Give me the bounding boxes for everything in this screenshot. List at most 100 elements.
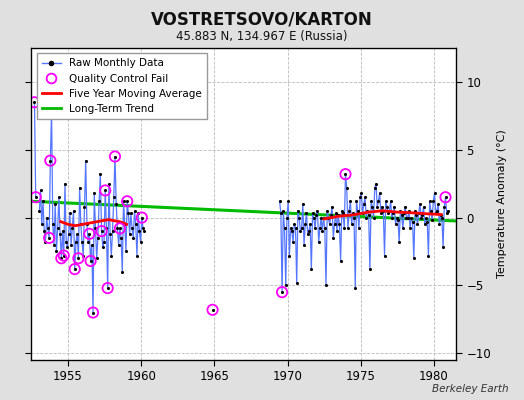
Point [47, 106, 56, 112]
Point [107, 252, 115, 259]
Point [56, 231, 64, 237]
Point [40, 228, 48, 234]
Point [389, 210, 397, 217]
Point [358, 210, 367, 217]
Point [74, 255, 83, 262]
Point [406, 225, 414, 232]
Point [341, 171, 350, 177]
Point [103, 285, 112, 291]
Point [323, 208, 331, 214]
Point [441, 194, 450, 200]
Point [343, 184, 351, 191]
Point [383, 204, 391, 210]
Point [85, 231, 94, 237]
Point [117, 235, 125, 241]
Point [94, 235, 102, 241]
Point [324, 214, 333, 221]
Point [100, 239, 108, 245]
Point [136, 239, 145, 245]
Point [346, 198, 355, 204]
Point [340, 225, 348, 232]
Point [89, 309, 97, 316]
Point [45, 235, 53, 241]
Point [110, 194, 118, 200]
Point [209, 307, 217, 313]
Point [310, 214, 318, 221]
Point [138, 214, 146, 221]
Point [344, 225, 352, 232]
Point [290, 221, 299, 228]
Point [60, 252, 68, 259]
Point [46, 157, 54, 164]
Point [439, 244, 447, 251]
Point [127, 210, 135, 217]
Point [51, 201, 59, 207]
Point [78, 239, 86, 245]
Point [74, 255, 83, 262]
Point [277, 210, 285, 217]
Point [119, 198, 128, 204]
Point [436, 212, 445, 218]
Point [385, 208, 394, 214]
Point [77, 221, 85, 228]
Point [351, 285, 359, 291]
Point [348, 210, 357, 217]
Point [381, 198, 390, 204]
Point [412, 212, 420, 218]
Point [298, 225, 306, 232]
Point [89, 309, 97, 316]
Point [95, 198, 103, 204]
Point [295, 214, 303, 221]
Point [430, 190, 439, 196]
Point [444, 208, 452, 214]
Point [330, 221, 339, 228]
Point [335, 221, 344, 228]
Point [325, 221, 334, 228]
Point [413, 221, 422, 228]
Point [30, 99, 39, 106]
Point [283, 214, 291, 221]
Point [367, 198, 375, 204]
Point [322, 282, 330, 288]
Point [441, 194, 450, 200]
Point [45, 235, 53, 241]
Point [138, 214, 146, 221]
Point [63, 244, 72, 251]
Point [379, 208, 388, 214]
Point [352, 198, 361, 204]
Point [60, 252, 68, 259]
Point [334, 212, 342, 218]
Point [57, 255, 66, 262]
Point [435, 221, 444, 228]
Point [433, 208, 441, 214]
Point [139, 225, 147, 232]
Point [278, 289, 286, 295]
Point [276, 198, 284, 204]
Point [69, 208, 78, 214]
Point [97, 228, 106, 234]
Point [72, 239, 80, 245]
Point [111, 153, 119, 160]
Point [90, 190, 99, 196]
Point [357, 190, 366, 196]
Point [61, 180, 69, 187]
Point [391, 221, 400, 228]
Point [332, 210, 340, 217]
Point [424, 252, 433, 259]
Point [118, 269, 126, 275]
Point [294, 208, 302, 214]
Point [315, 225, 324, 232]
Point [106, 231, 114, 237]
Point [108, 228, 117, 234]
Point [414, 210, 423, 217]
Point [279, 208, 288, 214]
Point [337, 208, 346, 214]
Point [405, 208, 413, 214]
Point [62, 239, 70, 245]
Point [373, 204, 381, 210]
Point [46, 157, 54, 164]
Point [130, 208, 139, 214]
Point [124, 210, 133, 217]
Point [50, 242, 58, 248]
Point [390, 204, 398, 210]
